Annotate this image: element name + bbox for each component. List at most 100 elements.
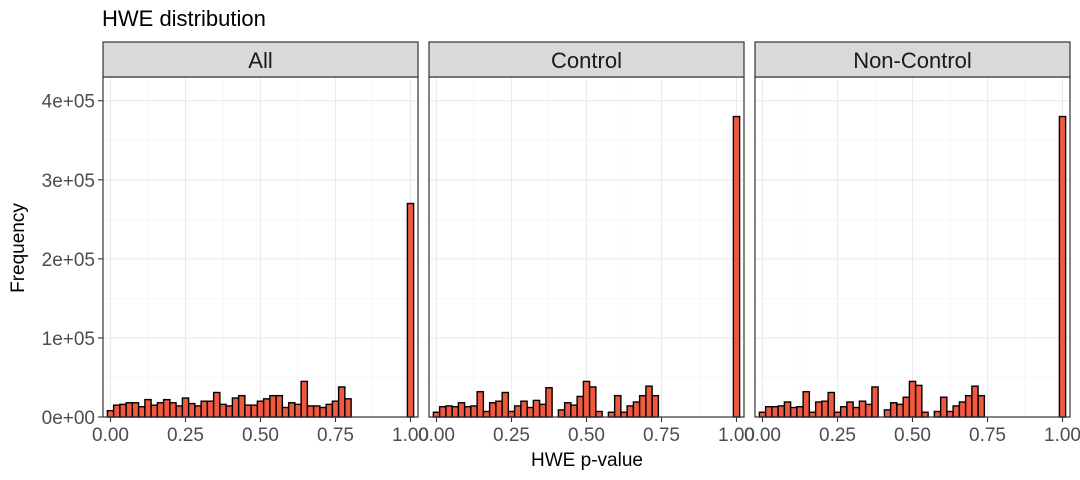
- panel-control: Control 0.00 0.25 0.50 0.75 1.00: [418, 41, 755, 446]
- histogram-bar: [582, 380, 591, 418]
- histogram-bar: [300, 380, 309, 418]
- histogram-bar: [231, 397, 240, 418]
- histogram-bar: [638, 394, 647, 418]
- histogram-bar: [846, 401, 854, 418]
- histogram-bar: [457, 402, 466, 418]
- facet-strip: [102, 41, 419, 78]
- histogram-bar: [526, 406, 535, 418]
- histogram-bar: [225, 405, 234, 418]
- facet-strip-label: Control: [551, 48, 622, 73]
- histogram-bar: [626, 405, 635, 418]
- histogram-bar: [181, 397, 190, 418]
- histogram-bar: [538, 403, 547, 418]
- histogram-bar: [250, 404, 259, 418]
- histogram-bar: [833, 411, 842, 418]
- y-axis-title: Frequency: [8, 203, 29, 293]
- x-tick-label: 0.50: [894, 425, 931, 446]
- histogram-bar: [125, 402, 134, 418]
- histogram-bar: [545, 387, 553, 418]
- histogram-bar: [758, 411, 767, 418]
- histogram-bar: [914, 384, 923, 418]
- histogram-bars: [106, 202, 415, 418]
- histogram-bar: [896, 403, 904, 418]
- histogram-bar: [933, 410, 942, 418]
- histogram-bar: [971, 385, 979, 418]
- histogram-bar: [488, 402, 497, 418]
- histogram-bar: [281, 406, 290, 418]
- x-tick-label: 0.00: [92, 425, 129, 446]
- histogram-bar: [645, 385, 653, 418]
- histogram-bar: [871, 386, 879, 418]
- x-tick-label: 0.25: [493, 425, 530, 446]
- x-tick-label: 1.00: [718, 425, 755, 446]
- histogram-bar: [576, 395, 585, 418]
- histogram-bar: [883, 409, 892, 418]
- histogram-bar: [150, 404, 159, 418]
- histogram-bar: [620, 411, 628, 418]
- histogram-bar: [156, 402, 165, 418]
- chart-title: HWE distribution: [102, 6, 266, 31]
- histogram-bar: [244, 404, 252, 418]
- histogram-bar: [732, 115, 741, 418]
- histogram-bar: [964, 394, 973, 418]
- facet-strip: [754, 41, 1071, 78]
- y-tick-label: 0e+00: [42, 408, 95, 429]
- facet-strip-label: Non-Control: [853, 48, 972, 73]
- histogram-bar: [495, 400, 503, 418]
- histogram-bar: [237, 394, 246, 418]
- histogram-bar: [908, 380, 917, 418]
- histogram-bar: [432, 411, 441, 418]
- histogram-bar: [613, 394, 622, 418]
- histogram-bar: [532, 399, 541, 418]
- histogram-bar: [275, 394, 284, 418]
- x-tick-label: 0.75: [969, 425, 1006, 446]
- x-tick-label: 0.00: [744, 425, 781, 446]
- histogram-bar: [175, 405, 184, 418]
- histogram-bar: [808, 411, 817, 418]
- histogram-bar: [212, 391, 221, 418]
- histogram-bar: [889, 402, 898, 418]
- x-tick-label: 0.75: [643, 425, 680, 446]
- x-tick-label: 0.25: [819, 425, 856, 446]
- histogram-bar: [821, 400, 829, 418]
- histogram-bar: [331, 400, 340, 418]
- histogram-bar: [1058, 115, 1067, 418]
- histogram-bar: [162, 398, 171, 418]
- histogram-bar: [520, 400, 528, 418]
- histogram-bar: [507, 410, 516, 418]
- histogram-bar: [337, 386, 346, 418]
- histogram-bar: [939, 396, 948, 418]
- histogram-bar: [262, 398, 271, 418]
- histogram-bar: [852, 406, 861, 418]
- x-tick-label: 1.00: [1044, 425, 1080, 446]
- histogram-bar: [319, 406, 327, 418]
- y-tick-label: 4e+05: [42, 92, 95, 113]
- histogram-bar: [206, 400, 215, 418]
- histogram-bar: [783, 401, 792, 418]
- histogram-bar: [802, 390, 811, 418]
- histogram-bar: [194, 405, 202, 418]
- x-tick-label: 0.25: [167, 425, 204, 446]
- histogram-bar: [607, 411, 616, 418]
- histogram-bar: [144, 398, 152, 418]
- histogram-bar: [651, 394, 660, 418]
- histogram-bar: [764, 406, 773, 418]
- histogram-bar: [827, 391, 836, 418]
- histogram-bar: [287, 402, 296, 418]
- x-axis-title: HWE p-value: [531, 450, 643, 471]
- histogram-bar: [501, 391, 510, 418]
- x-tick-label: 1.00: [392, 425, 429, 446]
- histogram-bar: [451, 406, 460, 418]
- histogram-bar: [977, 394, 986, 418]
- histogram-bar: [438, 406, 447, 418]
- histogram-bar: [952, 405, 961, 418]
- x-tick-label: 0.50: [568, 425, 605, 446]
- facet-strip: [428, 41, 745, 78]
- histogram-bar: [513, 405, 522, 418]
- histogram-bar: [312, 405, 321, 418]
- histogram-bar: [864, 403, 873, 418]
- histogram-bar: [169, 402, 177, 418]
- histogram-bar: [796, 406, 804, 418]
- histogram-bar: [595, 410, 603, 418]
